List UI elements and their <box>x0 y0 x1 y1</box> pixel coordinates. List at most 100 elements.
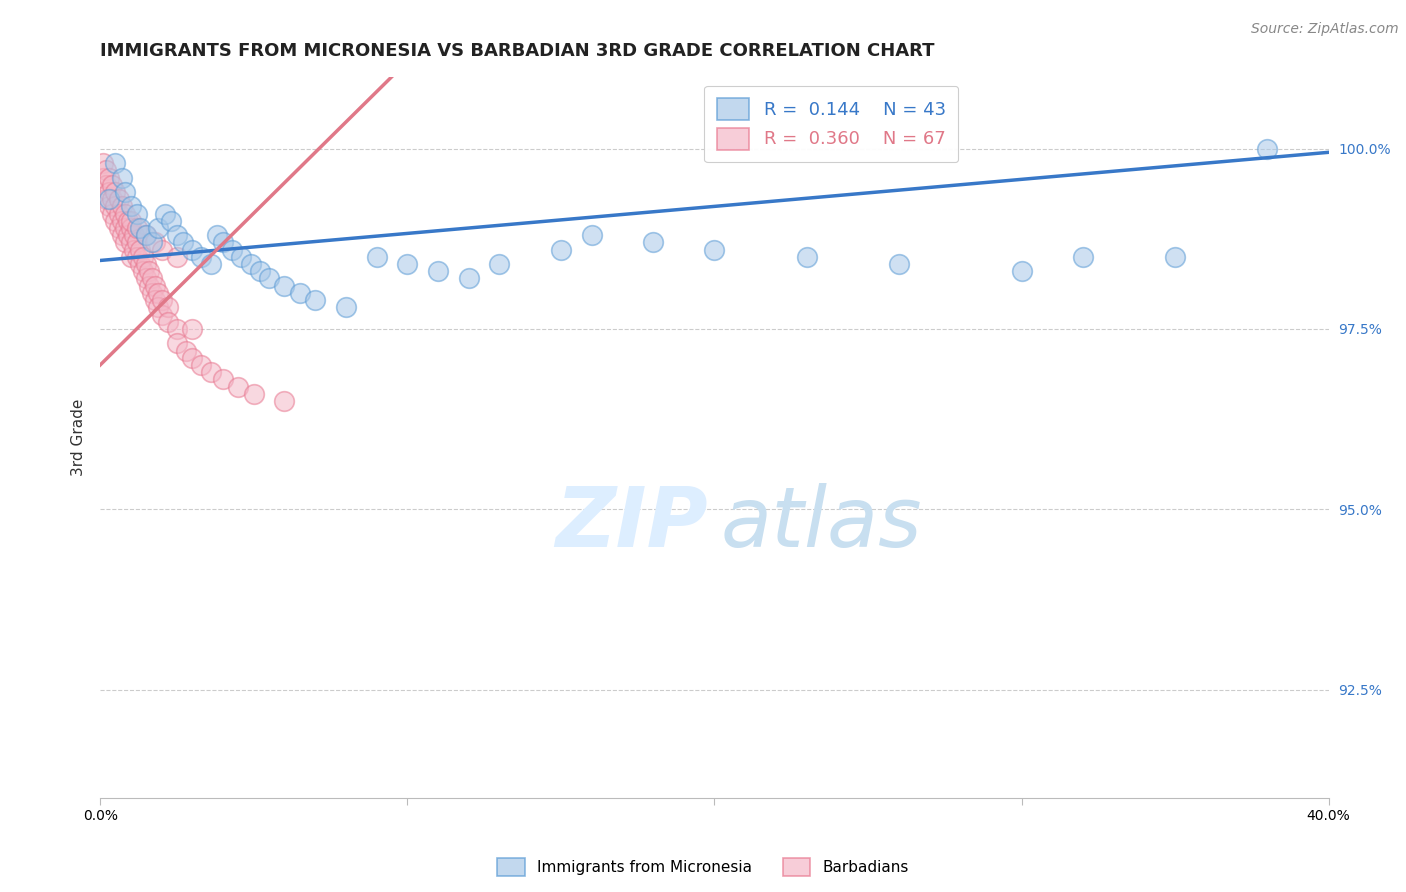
Text: Source: ZipAtlas.com: Source: ZipAtlas.com <box>1251 22 1399 37</box>
Point <box>550 243 572 257</box>
Point <box>488 257 510 271</box>
Point <box>120 221 142 235</box>
Point <box>181 351 204 365</box>
Point <box>145 235 167 250</box>
Point <box>125 250 148 264</box>
Point <box>457 271 479 285</box>
Point <box>122 228 145 243</box>
Point <box>120 235 142 250</box>
Point <box>1256 142 1278 156</box>
Point <box>200 257 222 271</box>
Y-axis label: 3rd Grade: 3rd Grade <box>72 399 86 475</box>
Point <box>141 271 163 285</box>
Point <box>273 394 295 409</box>
Point <box>104 185 127 199</box>
Point <box>111 228 134 243</box>
Point <box>228 379 250 393</box>
Point <box>257 271 280 285</box>
Point <box>181 322 204 336</box>
Point <box>125 206 148 220</box>
Point <box>125 221 148 235</box>
Point <box>117 214 139 228</box>
Point <box>148 221 170 235</box>
Point <box>156 301 179 315</box>
Point <box>887 257 910 271</box>
Point <box>96 163 118 178</box>
Point <box>249 264 271 278</box>
Point <box>641 235 664 250</box>
Point <box>98 170 121 185</box>
Text: IMMIGRANTS FROM MICRONESIA VS BARBADIAN 3RD GRADE CORRELATION CHART: IMMIGRANTS FROM MICRONESIA VS BARBADIAN … <box>100 42 935 60</box>
Text: ZIP: ZIP <box>555 483 709 564</box>
Point <box>111 214 134 228</box>
Point <box>96 178 118 192</box>
Point <box>288 285 311 300</box>
Point <box>96 192 118 206</box>
Point <box>200 365 222 379</box>
Point <box>101 192 124 206</box>
Point <box>138 264 160 278</box>
Point <box>366 250 388 264</box>
Point <box>212 372 235 386</box>
Point <box>242 387 264 401</box>
Point <box>148 301 170 315</box>
Point <box>148 285 170 300</box>
Point <box>120 214 142 228</box>
Point <box>129 243 152 257</box>
Point <box>231 250 253 264</box>
Point <box>114 185 136 199</box>
Point <box>221 243 243 257</box>
Point <box>166 322 188 336</box>
Point <box>141 285 163 300</box>
Point <box>125 235 148 250</box>
Point <box>107 221 129 235</box>
Point <box>335 301 357 315</box>
Point <box>212 235 235 250</box>
Point <box>145 293 167 307</box>
Point <box>101 178 124 192</box>
Point <box>581 228 603 243</box>
Point <box>145 278 167 293</box>
Point <box>129 221 152 235</box>
Point <box>427 264 450 278</box>
Point <box>159 214 181 228</box>
Point <box>1164 250 1187 264</box>
Point <box>138 278 160 293</box>
Point <box>91 170 114 185</box>
Point <box>117 228 139 243</box>
Point <box>114 235 136 250</box>
Point <box>132 264 155 278</box>
Point <box>166 336 188 351</box>
Point <box>132 250 155 264</box>
Point <box>104 156 127 170</box>
Point <box>135 228 157 243</box>
Point <box>98 185 121 199</box>
Point <box>107 206 129 220</box>
Point <box>98 192 121 206</box>
Point <box>104 199 127 213</box>
Point <box>107 192 129 206</box>
Point <box>166 228 188 243</box>
Point <box>190 250 212 264</box>
Point <box>129 257 152 271</box>
Point <box>114 206 136 220</box>
Point <box>304 293 326 307</box>
Point <box>150 243 173 257</box>
Point <box>91 156 114 170</box>
Point <box>111 199 134 213</box>
Point <box>135 257 157 271</box>
Point <box>273 278 295 293</box>
Legend: Immigrants from Micronesia, Barbadians: Immigrants from Micronesia, Barbadians <box>491 852 915 882</box>
Point <box>181 243 204 257</box>
Point <box>174 343 197 358</box>
Legend: R =  0.144    N = 43, R =  0.360    N = 67: R = 0.144 N = 43, R = 0.360 N = 67 <box>704 86 959 162</box>
Point <box>122 243 145 257</box>
Point <box>135 228 157 243</box>
Point <box>135 271 157 285</box>
Point <box>156 315 179 329</box>
Point <box>153 206 176 220</box>
Point <box>796 250 818 264</box>
Point <box>104 214 127 228</box>
Point <box>141 235 163 250</box>
Point <box>166 250 188 264</box>
